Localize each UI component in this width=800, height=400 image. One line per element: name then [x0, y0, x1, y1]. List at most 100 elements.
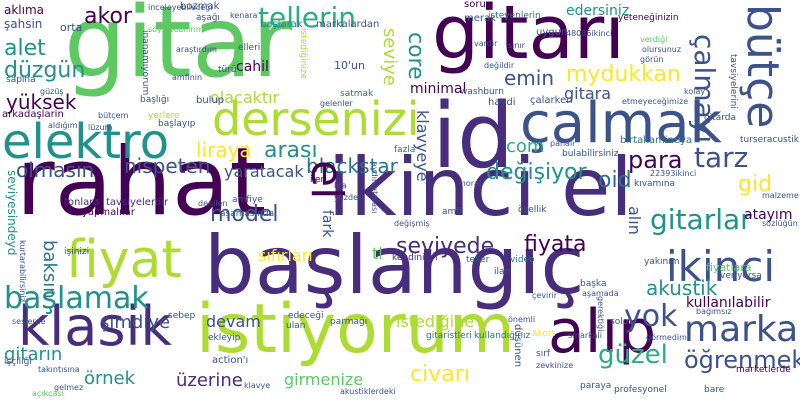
- word-nispeten: nispeten: [124, 154, 211, 178]
- word-sirf: sırf: [536, 349, 551, 359]
- word-rahat: rahat: [16, 128, 267, 237]
- word-ogrenmek: öğrenmek: [684, 346, 800, 374]
- word-istediginize: istediğinize: [298, 28, 308, 80]
- word-akor: akor: [84, 4, 132, 29]
- word-asagi: aşağı: [196, 13, 220, 23]
- word-degisiyor: değişiyor: [486, 160, 587, 185]
- word-gerektigi: gerektiği: [596, 296, 605, 332]
- word-klasik: klasik: [18, 295, 172, 358]
- word-guzel: güzel: [598, 340, 668, 370]
- word-oid: oid: [598, 168, 632, 193]
- word-gitari: gitarı: [432, 0, 625, 76]
- word-tavsiyelerini: tavsiyelerini: [728, 54, 738, 109]
- word-dersenizi: dersenizi: [212, 92, 420, 146]
- word-alet: alet: [4, 36, 46, 61]
- word-action: action'ı: [212, 355, 249, 366]
- word-yuzden: yüzden: [334, 193, 364, 202]
- word-moral: moral: [458, 179, 482, 188]
- word-klavyeye: klavyeye: [413, 110, 432, 182]
- word-baslayip: başlayıp: [158, 119, 196, 129]
- word-seviye: seviye: [379, 28, 400, 86]
- word-gitaristleri: gitaristleri: [426, 331, 472, 341]
- word-yeteneginizin: yeteneğinizin: [618, 13, 679, 23]
- word-girmenize: girmenize: [284, 370, 364, 389]
- word-etmeyecegimize: etmeyeceğimize: [622, 97, 689, 106]
- word-tl: tl: [372, 244, 383, 263]
- word-luzum: lüzum: [88, 123, 113, 132]
- word-isteyenlerin: isteyenlerin: [488, 11, 541, 21]
- word-10un: 10'un: [334, 59, 365, 72]
- word-takintisina: takıntısına: [38, 365, 80, 374]
- word-aklima: aklıma: [4, 3, 45, 17]
- word-amfiye: amfiye: [232, 195, 263, 205]
- word-kendinizin: kendinizin: [392, 253, 438, 263]
- word-veriyorsa: veriyorsa: [720, 271, 762, 281]
- word-gelenler: gelenler: [320, 99, 353, 108]
- word-istedigine: istediğine: [396, 312, 475, 331]
- word-washburn: washburn: [460, 87, 504, 97]
- word-liraya: liraya: [196, 138, 252, 162]
- word-ozellik: özellik: [518, 205, 547, 215]
- word-sinir: sınır: [508, 41, 525, 50]
- word-duzgun: düzgün: [4, 58, 86, 83]
- word-yapmalilar: yapmalılar: [82, 207, 135, 218]
- word-denilen: denilen: [198, 199, 228, 208]
- word-alip: alıp: [548, 297, 657, 367]
- word-yaratacak: yaratacak: [224, 162, 304, 181]
- word-cevirir: çevirir: [532, 291, 558, 300]
- word-fiyatlara: fiyatlara: [706, 261, 752, 274]
- word-sahsin: şahsin: [4, 17, 43, 31]
- word-inanamiyorum: inanamıyorum: [140, 30, 150, 96]
- word-parmagi: parmağı: [330, 317, 368, 327]
- word-onemli: önemli: [508, 315, 536, 324]
- word-para: para: [628, 146, 683, 174]
- word-istiyorum: istiyorum: [196, 290, 516, 369]
- word-minimal: minimal: [410, 81, 467, 97]
- word-22393ikinci: 22393ikinci: [650, 169, 697, 178]
- word-fazla: fazla: [394, 145, 416, 155]
- word-paraya: paraya: [580, 381, 612, 391]
- word-aydinlatmasi: aydınlatması: [370, 162, 379, 214]
- word-seviyede: seviyede: [396, 234, 495, 259]
- word-gitarlar: gitarlar: [650, 203, 752, 236]
- word-fiyata: fiyata: [524, 232, 587, 257]
- word-baksin: baksın: [39, 240, 60, 299]
- word-elleri: elleri: [238, 43, 261, 53]
- word-akustik: akustik: [646, 276, 718, 300]
- word-sifirlari: sıfırları: [258, 246, 313, 265]
- word-edersiniz: edersiniz: [566, 3, 630, 19]
- word-olursunuz: olursunuz: [642, 45, 682, 54]
- word-vardir: vardır: [474, 39, 498, 48]
- word-birtakamineya: birtakamineya: [620, 135, 693, 146]
- word-bulup: bulup: [196, 95, 225, 106]
- word-kullanilabilir: kullanılabilir: [686, 295, 771, 311]
- word-id: id: [432, 84, 515, 189]
- word-kurtarabilirsiniz: kurtarabilirsiniz: [18, 240, 27, 302]
- word-uygun: uygun: [536, 27, 568, 38]
- word-teller: teller: [466, 255, 490, 265]
- word-degismis: değişmiş: [394, 219, 430, 228]
- word-ikinci-el: ikinci el: [328, 141, 633, 234]
- word-tavsiyelerdir: tavsiyelerdir: [106, 197, 169, 208]
- word-yok: yok: [624, 299, 678, 334]
- word-solo: solo: [610, 317, 629, 327]
- word-edecegi: edeceği: [288, 311, 324, 321]
- word-gelmez: gelmez: [54, 383, 84, 392]
- word-ulan: ulan: [286, 321, 306, 331]
- word-bagimsiz: bağımsız: [696, 307, 732, 316]
- word-tellerin: tellerin: [258, 1, 357, 34]
- word-butce: bütçe: [737, 4, 788, 129]
- word-bare: bare: [704, 385, 725, 395]
- word-calmayi: çalmayı: [688, 34, 721, 144]
- word-sapina: sapına: [6, 75, 36, 85]
- word-degildir: değildir: [484, 61, 515, 70]
- word-malzeme: malzeme: [762, 191, 799, 200]
- word-amfinin: amfinin: [172, 73, 203, 82]
- word-tarz: tarz: [694, 141, 749, 174]
- word-kenara: kenara: [230, 11, 258, 20]
- word-pahali: pahalı: [550, 139, 575, 148]
- word-smarkali: smarkali: [568, 331, 602, 340]
- word-inceleyebilecegi: inceleyebileceği: [148, 3, 213, 12]
- word-48036ikinci: 48036ikinci: [566, 29, 613, 38]
